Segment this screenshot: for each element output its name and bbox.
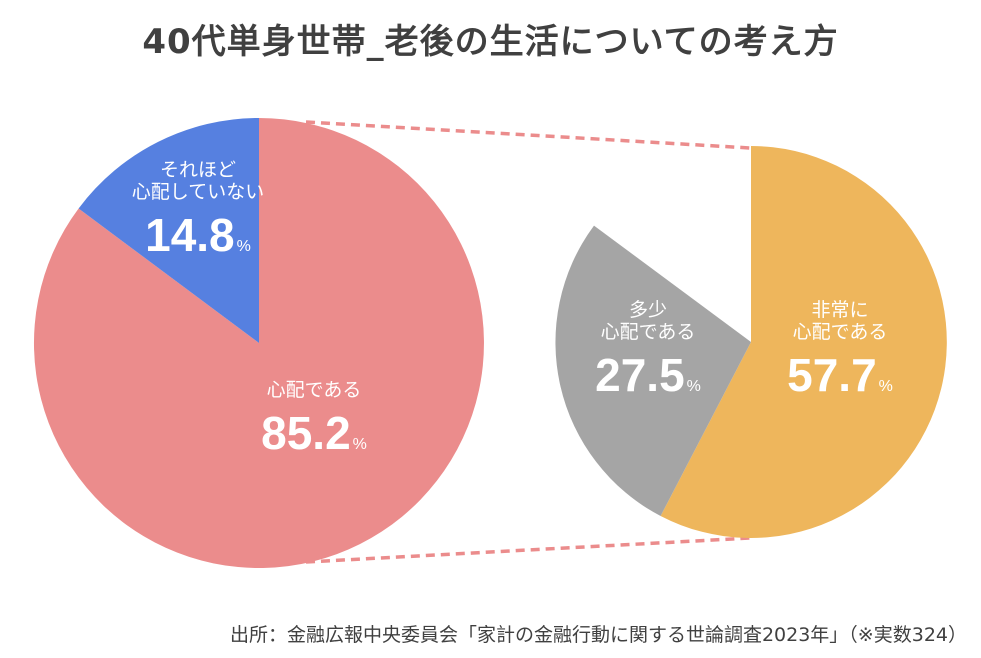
right-pie: [555, 146, 947, 538]
label-not-worried-line1: それほど: [159, 159, 236, 181]
slice-very-worried: [660, 146, 947, 538]
label-somewhat-worried-line2: 心配である: [600, 320, 696, 343]
left-pie: [33, 117, 484, 568]
value-not-worried: 14.8%: [145, 208, 251, 261]
chart-title: 40代単身世帯_老後の生活についての考え方: [142, 22, 839, 62]
connector-line-top: [305, 120, 751, 150]
value-worried: 85.2%: [261, 406, 367, 459]
label-worried: 心配である 85.2%: [261, 379, 367, 459]
slice-worried: [33, 118, 484, 568]
value-very-worried: 57.7%: [787, 348, 893, 401]
label-very-worried-line1: 非常に: [811, 299, 869, 321]
source-note: 出所：金融広報中央委員会「家計の金融行動に関する世論調査2023年」（※実数32…: [229, 624, 967, 646]
label-not-worried: それほど 心配していない 14.8%: [131, 159, 265, 261]
label-very-worried: 非常に 心配である 57.7%: [787, 299, 893, 401]
label-worried-line1: 心配である: [266, 379, 362, 401]
label-somewhat-worried-line1: 多少: [628, 299, 668, 321]
label-somewhat-worried: 多少 心配である 27.5%: [595, 299, 701, 401]
value-somewhat-worried: 27.5%: [595, 348, 701, 401]
slice-somewhat-worried: [555, 225, 751, 516]
label-very-worried-line2: 心配である: [792, 320, 888, 343]
label-not-worried-line2: 心配していない: [131, 180, 265, 203]
slice-not-worried: [78, 117, 259, 343]
connector-line-bottom: [305, 536, 751, 564]
